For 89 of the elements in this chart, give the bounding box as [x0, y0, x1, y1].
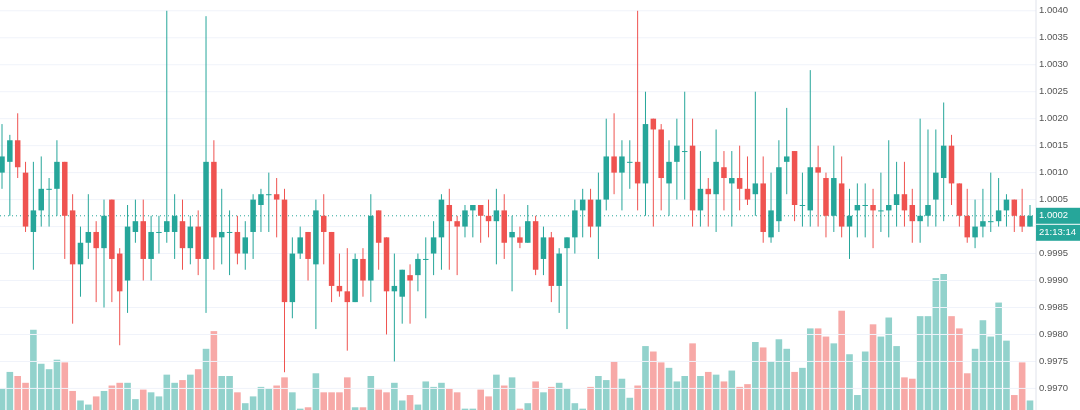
candlestick — [273, 177, 280, 238]
y-tick-label: 0.9980 — [1039, 327, 1069, 339]
bar — [187, 374, 194, 410]
bar — [634, 385, 641, 410]
candlestick — [85, 193, 92, 260]
candlestick — [721, 150, 727, 211]
bar — [689, 343, 696, 410]
candlestick — [360, 247, 366, 298]
candlestick — [564, 236, 570, 330]
bar — [351, 407, 359, 410]
candlestick — [344, 247, 351, 352]
candlestick — [674, 118, 680, 201]
bar — [0, 388, 6, 410]
bar — [493, 374, 500, 410]
ref-line-label: 1.0002 — [1039, 209, 1069, 221]
candlestick — [909, 188, 916, 244]
y-tick-label: 1.0030 — [1039, 58, 1069, 70]
candlestick — [423, 236, 429, 319]
candlestick — [901, 161, 908, 228]
bar — [147, 392, 155, 410]
candlestick — [415, 253, 421, 292]
candlestick — [46, 177, 52, 228]
bar — [532, 381, 539, 410]
bar — [100, 390, 108, 410]
candlestick — [320, 193, 327, 265]
candlestick — [266, 172, 272, 233]
y-tick-label: 1.0010 — [1039, 166, 1069, 178]
candlestick — [446, 188, 453, 271]
candlestick — [517, 226, 523, 249]
bar — [179, 380, 186, 410]
y-tick-label: 0.9990 — [1039, 274, 1069, 286]
bar — [540, 392, 547, 410]
candlestick — [258, 188, 264, 233]
candlestick — [870, 188, 876, 249]
y-tick-label: 0.9995 — [1039, 247, 1069, 259]
y-tick-label: 1.0040 — [1039, 4, 1069, 16]
candlestick — [0, 123, 5, 190]
bar — [92, 396, 100, 410]
y-tick-label: 0.9970 — [1039, 381, 1069, 393]
bar — [791, 371, 798, 410]
candlestick — [627, 139, 633, 190]
candlestick — [407, 263, 413, 325]
bar — [524, 403, 532, 410]
candlestick — [666, 139, 672, 217]
candlestick — [297, 226, 303, 260]
candlestick — [454, 215, 460, 276]
candlestick — [736, 145, 743, 211]
candlestick — [744, 155, 751, 206]
text: 21:13:14 — [1039, 226, 1076, 238]
candlestick — [156, 215, 162, 255]
y-tick-label: 0.9985 — [1039, 301, 1069, 313]
candlestick — [1019, 188, 1025, 233]
candlestick — [234, 215, 241, 265]
y-tick-label: 1.0015 — [1039, 139, 1069, 151]
candlestick — [477, 204, 484, 244]
bar — [304, 407, 312, 410]
bar — [359, 407, 367, 410]
candlestick — [995, 177, 1002, 228]
candlestick — [878, 172, 884, 233]
candlestick — [893, 161, 900, 228]
bar — [704, 371, 712, 410]
candlestick — [540, 226, 547, 276]
bar — [548, 386, 555, 410]
bar — [587, 386, 594, 410]
bar — [406, 395, 414, 410]
y-tick-label: 1.0025 — [1039, 85, 1069, 97]
y-tick-label: 1.0020 — [1039, 112, 1069, 124]
candlestick — [619, 139, 625, 211]
bar — [139, 389, 147, 410]
candlestick — [611, 112, 617, 195]
candlestick — [783, 107, 790, 195]
bar — [752, 342, 759, 410]
bar — [697, 376, 704, 410]
candlestick — [242, 220, 249, 271]
bar — [642, 346, 649, 410]
bar — [838, 310, 845, 410]
candlestick — [815, 145, 821, 228]
candlestick — [1011, 199, 1018, 233]
candlestick — [917, 118, 923, 244]
candlestick — [470, 204, 476, 238]
bar — [1026, 400, 1034, 410]
bar — [500, 385, 508, 410]
candlestick — [93, 220, 99, 303]
y-tick-label: 1.0035 — [1039, 31, 1069, 43]
y-tick-label: 0.9975 — [1039, 354, 1069, 366]
bar — [234, 392, 241, 410]
y-tick-label: 1.0005 — [1039, 193, 1069, 205]
candlestick — [430, 220, 437, 276]
candlestick — [964, 188, 970, 244]
